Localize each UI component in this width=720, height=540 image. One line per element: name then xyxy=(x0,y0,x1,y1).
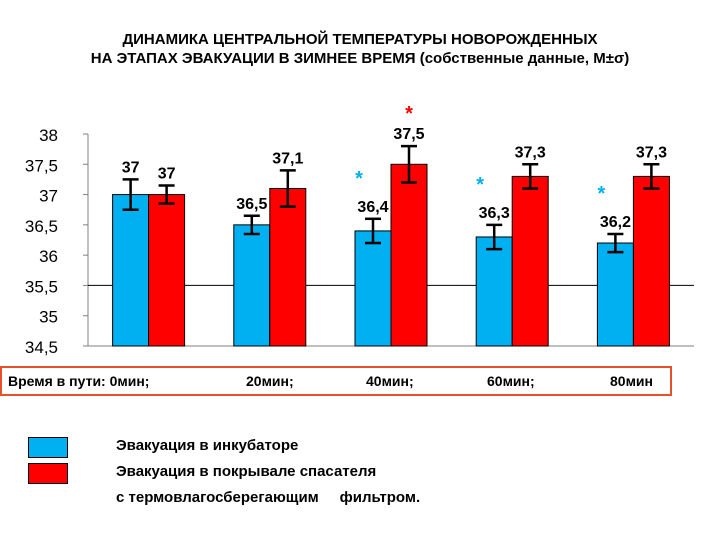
y-tick-label: 37,5 xyxy=(25,156,58,175)
y-tick-label: 37 xyxy=(39,187,58,206)
data-label: 37 xyxy=(122,159,140,176)
bar-blanket-20мин xyxy=(269,188,307,347)
bar-incubator-60мин xyxy=(475,236,513,347)
y-tick-label: 35 xyxy=(39,308,58,327)
y-tick-label: 36,5 xyxy=(25,217,58,236)
travel-time-20: 20мин; xyxy=(246,373,294,389)
y-tick-label: 35,5 xyxy=(25,277,58,296)
title-line-1: ДИНАМИКА ЦЕНТРАЛЬНОЙ ТЕМПЕРАТУРЫ НОВОРОЖ… xyxy=(122,31,598,48)
significance-asterisk: * xyxy=(405,103,413,125)
data-label: 37,1 xyxy=(272,150,303,167)
bar-incubator-80мин xyxy=(596,242,634,347)
chart-title: ДИНАМИКА ЦЕНТРАЛЬНОЙ ТЕМПЕРАТУРЫ НОВОРОЖ… xyxy=(0,30,720,68)
travel-time-80: 80мин xyxy=(610,373,653,389)
legend-label-incubator: Эвакуация в инкубаторе xyxy=(116,437,299,454)
bar-incubator-0мин xyxy=(112,194,150,347)
y-tick-label: 36 xyxy=(39,247,58,266)
data-label: 36,5 xyxy=(236,196,267,213)
legend-swatch-blanket xyxy=(28,463,68,484)
bar-incubator-20мин xyxy=(233,224,271,347)
travel-time-label: Время в пути: 0мин; xyxy=(8,373,150,389)
travel-time-40: 40мин; xyxy=(366,373,414,389)
significance-asterisk: * xyxy=(598,183,606,205)
legend-label-filter: с термовлагосберегающим фильтром. xyxy=(116,489,421,506)
legend-swatch-incubator xyxy=(28,437,68,458)
y-tick-label: 34,5 xyxy=(25,338,58,357)
data-label: 37,3 xyxy=(636,144,667,161)
bar-blanket-80мин xyxy=(632,175,670,347)
bar-incubator-40мин xyxy=(354,230,392,347)
data-label: 36,2 xyxy=(600,214,631,231)
legend-label-blanket: Эвакуация в покрывале спасателя xyxy=(116,463,377,480)
travel-time-60: 60мин; xyxy=(487,373,535,389)
y-tick-label: 38 xyxy=(39,126,58,145)
bar-blanket-40мин xyxy=(390,163,428,347)
significance-asterisk: * xyxy=(355,168,363,190)
data-label: 37,5 xyxy=(393,126,424,143)
travel-time-bar: Время в пути: 0мин; 20мин; 40мин; 60мин;… xyxy=(0,366,672,396)
significance-asterisk: * xyxy=(476,174,484,196)
bar-blanket-60мин xyxy=(511,175,549,347)
bar-blanket-0мин xyxy=(148,194,186,347)
data-label: 36,3 xyxy=(479,205,510,222)
data-label: 37 xyxy=(158,165,176,182)
data-label: 37,3 xyxy=(515,144,546,161)
data-label: 36,4 xyxy=(357,199,388,216)
title-line-2: НА ЭТАПАХ ЭВАКУАЦИИ В ЗИМНЕЕ ВРЕМЯ (собс… xyxy=(90,50,630,67)
